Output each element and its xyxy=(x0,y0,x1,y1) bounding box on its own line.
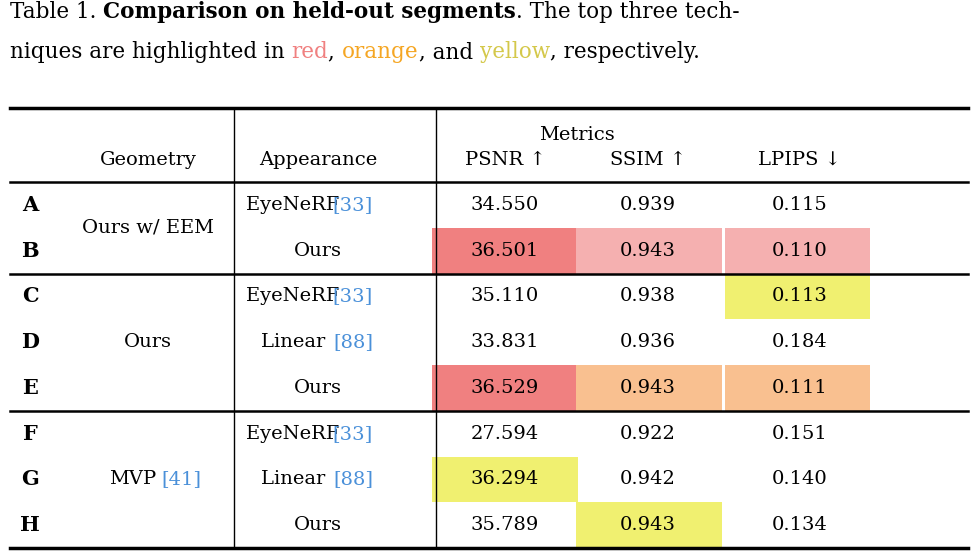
Text: E: E xyxy=(22,378,38,398)
Text: 0.943: 0.943 xyxy=(619,379,675,397)
Text: [33]: [33] xyxy=(332,287,373,305)
Text: 35.110: 35.110 xyxy=(470,287,538,305)
Text: EyeNeRF: EyeNeRF xyxy=(246,424,346,442)
Text: , and: , and xyxy=(418,41,479,63)
Text: LPIPS ↓: LPIPS ↓ xyxy=(758,151,840,169)
Text: 0.943: 0.943 xyxy=(619,516,675,534)
Text: [88]: [88] xyxy=(332,470,372,488)
Text: 0.115: 0.115 xyxy=(771,196,827,214)
Bar xyxy=(432,228,577,273)
Bar xyxy=(432,456,577,502)
Text: EyeNeRF: EyeNeRF xyxy=(246,287,346,305)
Text: Ours: Ours xyxy=(294,241,342,260)
Text: 0.134: 0.134 xyxy=(771,516,828,534)
Bar xyxy=(724,273,870,319)
Bar xyxy=(724,228,870,273)
Text: MVP: MVP xyxy=(109,470,156,488)
Text: 0.184: 0.184 xyxy=(771,333,827,351)
Text: red: red xyxy=(291,41,328,63)
Text: niques are highlighted in: niques are highlighted in xyxy=(10,41,291,63)
Text: Ours: Ours xyxy=(294,379,342,397)
Text: ,: , xyxy=(328,41,342,63)
Text: Ours: Ours xyxy=(124,333,172,351)
Text: Linear: Linear xyxy=(261,470,331,488)
Text: 0.111: 0.111 xyxy=(771,379,827,397)
Text: 0.936: 0.936 xyxy=(619,333,675,351)
Text: , respectively.: , respectively. xyxy=(549,41,699,63)
Text: 0.938: 0.938 xyxy=(619,287,675,305)
Text: Ours w/ EEM: Ours w/ EEM xyxy=(82,219,214,237)
Text: 0.943: 0.943 xyxy=(619,241,675,260)
Text: 34.550: 34.550 xyxy=(470,196,538,214)
Text: 0.113: 0.113 xyxy=(771,287,828,305)
Text: 36.501: 36.501 xyxy=(470,241,538,260)
Text: 0.110: 0.110 xyxy=(771,241,827,260)
Text: 0.140: 0.140 xyxy=(771,470,827,488)
Text: PSNR ↑: PSNR ↑ xyxy=(464,151,545,169)
Text: 36.294: 36.294 xyxy=(470,470,538,488)
Text: [33]: [33] xyxy=(332,424,373,442)
Text: F: F xyxy=(22,423,37,444)
Text: 0.922: 0.922 xyxy=(619,424,675,442)
Text: Ours: Ours xyxy=(294,516,342,534)
Text: 27.594: 27.594 xyxy=(470,424,538,442)
Text: SSIM ↑: SSIM ↑ xyxy=(610,151,686,169)
Text: [88]: [88] xyxy=(332,333,372,351)
Text: A: A xyxy=(21,195,38,215)
Text: Appearance: Appearance xyxy=(259,151,377,169)
Text: orange: orange xyxy=(342,41,418,63)
Text: EyeNeRF: EyeNeRF xyxy=(246,196,346,214)
Bar xyxy=(575,365,721,410)
Text: 33.831: 33.831 xyxy=(470,333,538,351)
Bar xyxy=(575,228,721,273)
Bar xyxy=(575,502,721,548)
Text: H: H xyxy=(21,515,40,535)
Text: B: B xyxy=(21,241,39,260)
Text: Table 1.: Table 1. xyxy=(10,1,104,23)
Text: [33]: [33] xyxy=(332,196,373,214)
Bar xyxy=(724,365,870,410)
Text: Comparison on held-out segments: Comparison on held-out segments xyxy=(104,1,516,23)
Text: G: G xyxy=(21,469,39,489)
Text: 0.939: 0.939 xyxy=(619,196,675,214)
Text: D: D xyxy=(21,332,39,352)
Text: C: C xyxy=(21,286,38,306)
Text: . The top three tech-: . The top three tech- xyxy=(516,1,739,23)
Text: [41]: [41] xyxy=(161,470,201,488)
Text: 36.529: 36.529 xyxy=(470,379,538,397)
Text: Linear: Linear xyxy=(261,333,331,351)
Text: 0.151: 0.151 xyxy=(771,424,827,442)
Text: Metrics: Metrics xyxy=(538,126,614,144)
Text: 35.789: 35.789 xyxy=(470,516,538,534)
Text: Geometry: Geometry xyxy=(100,151,196,169)
Bar xyxy=(432,365,577,410)
Text: 0.942: 0.942 xyxy=(619,470,675,488)
Text: yellow: yellow xyxy=(479,41,549,63)
